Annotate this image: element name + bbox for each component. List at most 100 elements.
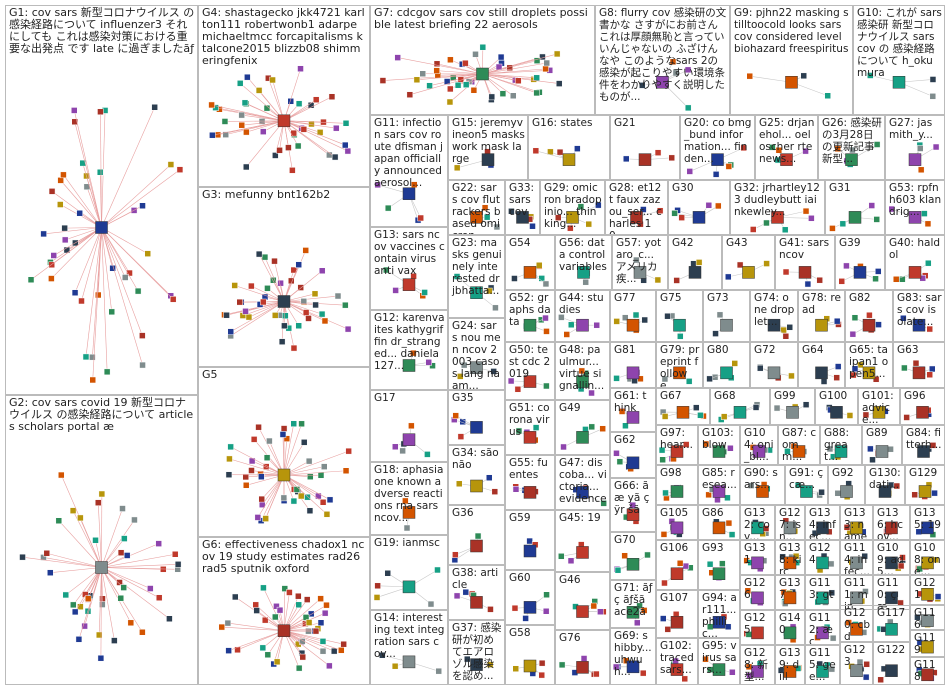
group-box: G65: taipan1 open5... — [845, 342, 893, 388]
node — [167, 161, 175, 168]
group-label: G43 — [726, 237, 748, 249]
group-box: G72 — [750, 342, 798, 388]
hub-node — [908, 211, 922, 224]
group-label: G79: preprint followe... — [660, 344, 700, 388]
hub-node — [516, 211, 529, 224]
node — [260, 298, 267, 306]
node — [485, 474, 493, 481]
edge — [482, 53, 558, 75]
group-box: G75 — [656, 290, 703, 342]
group-box: G139: dillu... — [775, 645, 805, 685]
node — [120, 584, 127, 591]
hub-node — [470, 479, 483, 493]
node — [19, 553, 26, 561]
node — [457, 433, 465, 440]
hub-node — [771, 211, 784, 224]
node — [295, 261, 302, 268]
node — [736, 261, 744, 269]
node — [410, 349, 417, 357]
node — [144, 250, 151, 257]
edge — [283, 96, 333, 122]
node — [763, 260, 770, 267]
group-label: G47: discoba... victoria... evidence — [559, 457, 607, 505]
node — [712, 330, 719, 337]
node — [892, 276, 900, 283]
node — [279, 431, 287, 438]
group-box: G54 — [505, 235, 555, 290]
node — [111, 637, 118, 644]
group-label: G30 — [672, 182, 694, 194]
node — [662, 489, 669, 497]
edge — [482, 68, 546, 75]
node — [868, 202, 876, 209]
node — [866, 311, 873, 319]
node — [208, 101, 215, 109]
group-box: G18: aphasia one known adverse reactions… — [370, 462, 448, 535]
group-label: G48: paulmur... virtue signallin... — [559, 344, 605, 392]
node — [826, 445, 834, 453]
node — [70, 601, 77, 609]
edge — [283, 301, 349, 330]
node — [567, 224, 574, 232]
group-box: G48: paulmur... virtue signallin... — [555, 342, 610, 400]
group-box: G130: dati... — [865, 465, 905, 505]
group-box: G51: corona virus — [505, 400, 555, 455]
node — [303, 596, 311, 603]
group-box: G6: effectiveness chadox1 ncov 19 study … — [198, 537, 370, 685]
group-box: G85: resea... — [698, 465, 740, 505]
node — [344, 325, 352, 333]
edge — [73, 110, 102, 228]
hub-node — [523, 266, 537, 279]
node — [542, 280, 550, 288]
node — [174, 561, 182, 568]
edge — [283, 450, 349, 476]
hub-node — [712, 445, 726, 458]
node — [71, 118, 79, 126]
group-label: G100 — [819, 390, 848, 402]
node — [342, 301, 349, 309]
edge — [227, 622, 285, 631]
edge — [221, 626, 285, 631]
node — [929, 442, 937, 449]
node — [509, 92, 517, 100]
hub-node — [576, 318, 589, 332]
node — [245, 313, 253, 321]
group-box: G30 — [668, 180, 730, 235]
node — [403, 524, 411, 532]
edge — [283, 630, 335, 652]
group-box: G74: one droplet... — [750, 290, 798, 342]
node — [684, 66, 692, 74]
group-label: G126 — [744, 577, 766, 601]
group-label: G42 — [672, 237, 694, 249]
group-box: G4: shastagecko jkk4721 karlton111 rober… — [198, 5, 370, 187]
edge — [58, 520, 102, 568]
group-label: G70 — [614, 534, 636, 546]
node — [290, 420, 297, 427]
hub-node — [577, 266, 590, 279]
node — [258, 118, 266, 125]
node — [851, 365, 859, 373]
node — [740, 144, 747, 152]
group-box: G23: masks genuinely interested drjbhatt… — [448, 235, 505, 318]
group-box: G47: discoba... victoria... evidence — [555, 455, 610, 510]
node — [342, 467, 350, 475]
node — [282, 312, 289, 319]
node — [77, 603, 84, 610]
edge — [283, 630, 342, 651]
group-label: G63 — [897, 344, 919, 356]
hub-node — [872, 406, 886, 419]
node — [242, 473, 249, 481]
node — [543, 382, 550, 390]
edge — [230, 446, 285, 476]
node — [668, 154, 675, 162]
node — [555, 214, 562, 221]
node — [433, 67, 440, 74]
node — [932, 143, 940, 151]
hub-node — [402, 506, 416, 519]
group-box: G132: cov... — [740, 505, 775, 540]
hub-node — [815, 318, 828, 332]
node — [312, 301, 319, 309]
group-label: G50: test cdc 2019 — [509, 344, 551, 380]
node — [263, 104, 271, 112]
group-label: G78: read — [802, 292, 841, 316]
